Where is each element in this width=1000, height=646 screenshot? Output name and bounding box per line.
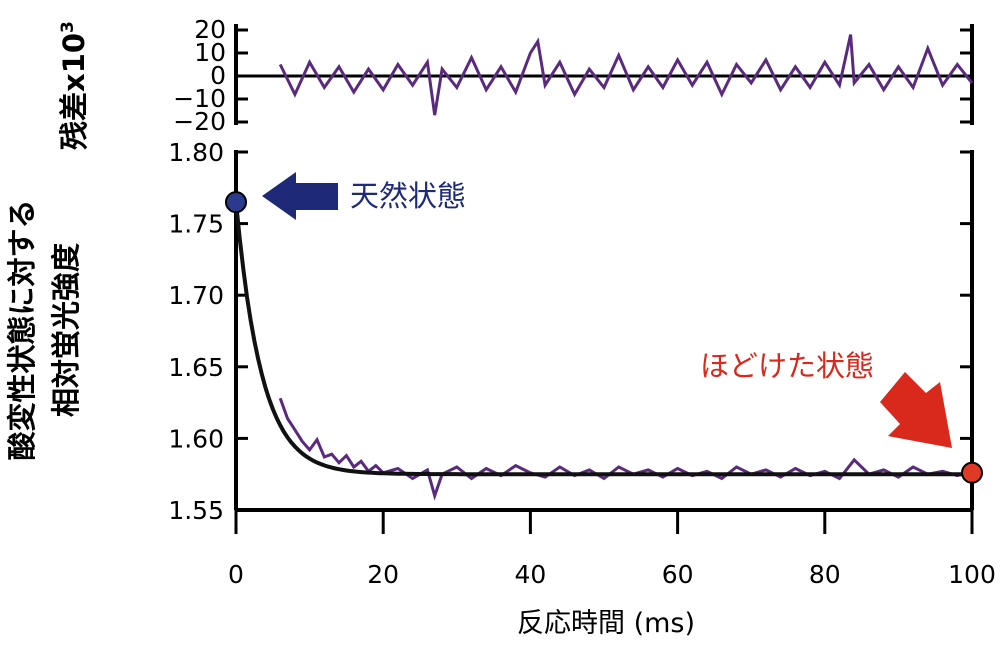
main-y-tick-label: 1.60: [168, 424, 224, 453]
residual-series-line: [278, 34, 974, 116]
residual-y-label-main: 残差x10: [57, 33, 91, 150]
native-state-marker: [225, 191, 247, 214]
main-y-axis-label-line2: 相対蛍光強度: [49, 243, 83, 417]
main-x-tick-label: 100: [948, 560, 996, 589]
main-y-axis-label-line1: 酸変性状態に対する: [5, 199, 39, 460]
main-x-tick-label: 40: [514, 560, 546, 589]
main-x-tick-label: 0: [228, 560, 244, 589]
residual-y-label-exponent: 3: [58, 21, 78, 33]
main-x-tick-label: 60: [662, 560, 694, 589]
main-y-tick-label: 1.80: [168, 138, 224, 167]
native-arrow-icon: [262, 172, 338, 220]
fit-curve: [234, 201, 972, 477]
native-state-label: 天然状態: [350, 179, 466, 213]
unfolded-state-label: ほどけた状態: [700, 349, 874, 383]
main-x-tick-label: 20: [367, 560, 399, 589]
residual-y-axis-label: 残差x103: [57, 21, 91, 150]
main-x-tick-label: 80: [809, 560, 841, 589]
main-y-tick-label: 1.55: [168, 496, 224, 525]
residual-y-tick-label: −20: [173, 107, 226, 136]
main-x-ticks: 0 20 40 60 80 100: [228, 510, 996, 589]
residual-y-tick-label: −10: [173, 84, 226, 113]
data-series-line: [278, 397, 973, 501]
main-y-tick-label: 1.75: [168, 210, 224, 239]
main-panel: 1.55 1.60 1.65 1.70 1.75 1.80 0 20 40 60 80 100 天然…: [168, 138, 996, 589]
x-axis-label: 反応時間 (ms): [517, 608, 695, 639]
main-y-tick-label: 1.65: [168, 353, 224, 382]
main-y-ticks: 1.55 1.60 1.65 1.70 1.75 1.80: [168, 138, 972, 525]
unfolded-arrow-icon: [880, 372, 952, 448]
residual-y-tick-label: 10: [194, 38, 226, 67]
residual-y-tick-label: 20: [194, 15, 226, 44]
residual-y-tick-label: 0: [210, 61, 226, 90]
unfolded-state-marker: [961, 461, 983, 484]
main-y-tick-label: 1.70: [168, 281, 224, 310]
